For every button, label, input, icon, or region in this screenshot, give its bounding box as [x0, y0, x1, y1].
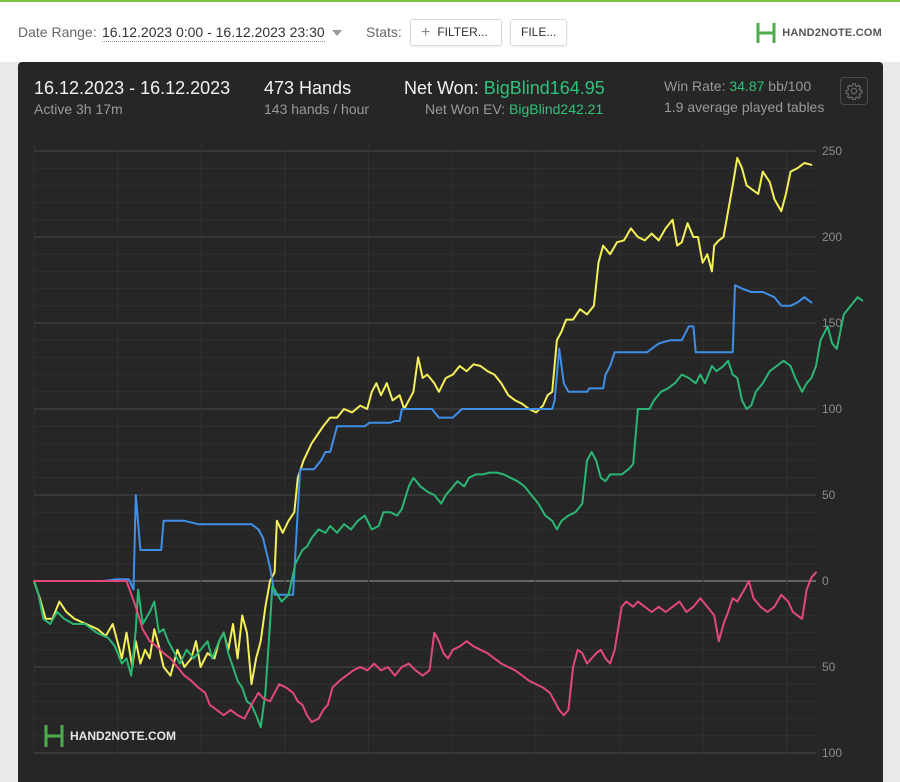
h2n-logo-icon — [756, 23, 776, 43]
graph-panel: 16.12.2023 - 16.12.2023 Active 3h 17m 47… — [18, 62, 883, 782]
chevron-down-icon[interactable] — [332, 30, 342, 36]
file-button[interactable]: FILE... — [510, 19, 567, 46]
y-tick-label: 50 — [822, 488, 836, 502]
net-won-label: Net Won: — [404, 78, 484, 98]
filter-button-label: FILTER... — [437, 25, 488, 39]
gear-icon — [845, 83, 863, 100]
date-title: 16.12.2023 - 16.12.2023 — [34, 78, 231, 98]
net-won-value: BigBlind164.95 — [483, 78, 605, 98]
top-toolbar: Date Range: 16.12.2023 0:00 - 16.12.2023… — [0, 0, 900, 62]
y-tick-label: 50 — [822, 660, 836, 674]
series-line-blue — [33, 284, 813, 596]
win-rate-value: 34.87 — [729, 78, 765, 94]
net-won-ev-value: BigBlind242.21 — [509, 101, 604, 117]
win-rate: Win Rate: 34.87 bb/100 — [664, 78, 811, 94]
win-rate-unit: bb/100 — [764, 78, 812, 94]
stats-label: Stats: — [366, 24, 402, 40]
net-won: Net Won: BigBlind164.95 — [404, 78, 605, 99]
net-won-ev: Net Won EV: BigBlind242.21 — [425, 101, 603, 117]
avg-tables: 1.9 average played tables — [664, 99, 825, 115]
watermark-text: HAND2NOTE.COM — [70, 729, 177, 743]
y-tick-label: 200 — [822, 230, 842, 244]
net-won-ev-label: Net Won EV: — [425, 101, 510, 117]
y-tick-label: 100 — [822, 402, 842, 416]
file-button-label: FILE... — [521, 25, 557, 39]
brand-logo[interactable]: HAND2NOTE.COM — [756, 20, 882, 46]
series-line-green — [33, 296, 864, 729]
y-tick-label: 0 — [822, 574, 829, 588]
date-range-label: Date Range: — [18, 24, 97, 40]
y-tick-label: 100 — [822, 746, 842, 760]
win-rate-label: Win Rate: — [664, 78, 730, 94]
plus-icon: + — [421, 24, 431, 41]
brand-text: HAND2NOTE.COM — [782, 27, 882, 39]
series-line-pink — [33, 571, 817, 723]
profit-chart[interactable]: 250 200 150 100 50 0 50 100 — [18, 62, 883, 762]
hands-count: 473 Hands — [264, 78, 352, 98]
series-line-yellow — [33, 156, 813, 686]
y-tick-label: 250 — [822, 144, 842, 158]
hands-per-hour: 143 hands / hour — [264, 101, 370, 117]
h2n-watermark-icon — [44, 725, 64, 747]
y-tick-label: 150 — [822, 316, 842, 330]
date-range-select[interactable]: 16.12.2023 0:00 - 16.12.2023 23:30 — [102, 24, 325, 42]
settings-button[interactable] — [840, 77, 868, 105]
active-time: Active 3h 17m — [34, 101, 123, 117]
filter-button[interactable]: + FILTER... — [410, 19, 502, 46]
watermark: HAND2NOTE.COM — [44, 724, 176, 748]
